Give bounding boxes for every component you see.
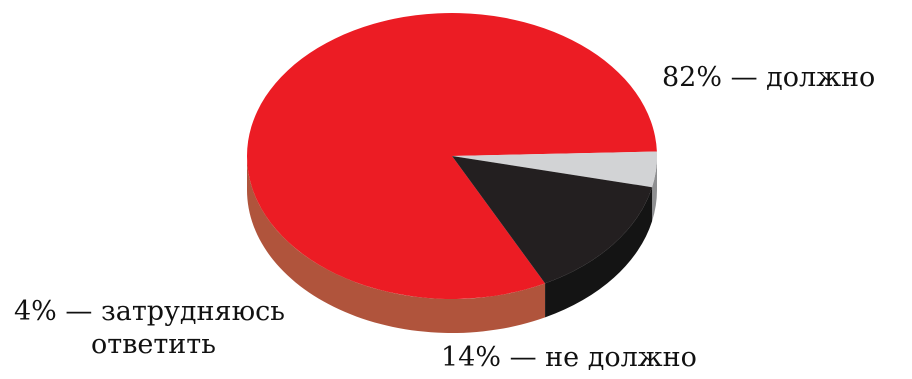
data-label: 4% — затрудняюсь ответить <box>14 296 285 360</box>
pie-slice-side <box>545 187 653 318</box>
pie-slice-side <box>652 156 657 222</box>
pie-slice <box>452 151 657 188</box>
data-label: 82% — должно <box>662 62 875 93</box>
data-label: 14% — не должно <box>441 342 697 373</box>
pie-slice <box>452 156 653 284</box>
pie-slice-side <box>247 156 546 334</box>
pie-slice <box>247 12 657 299</box>
